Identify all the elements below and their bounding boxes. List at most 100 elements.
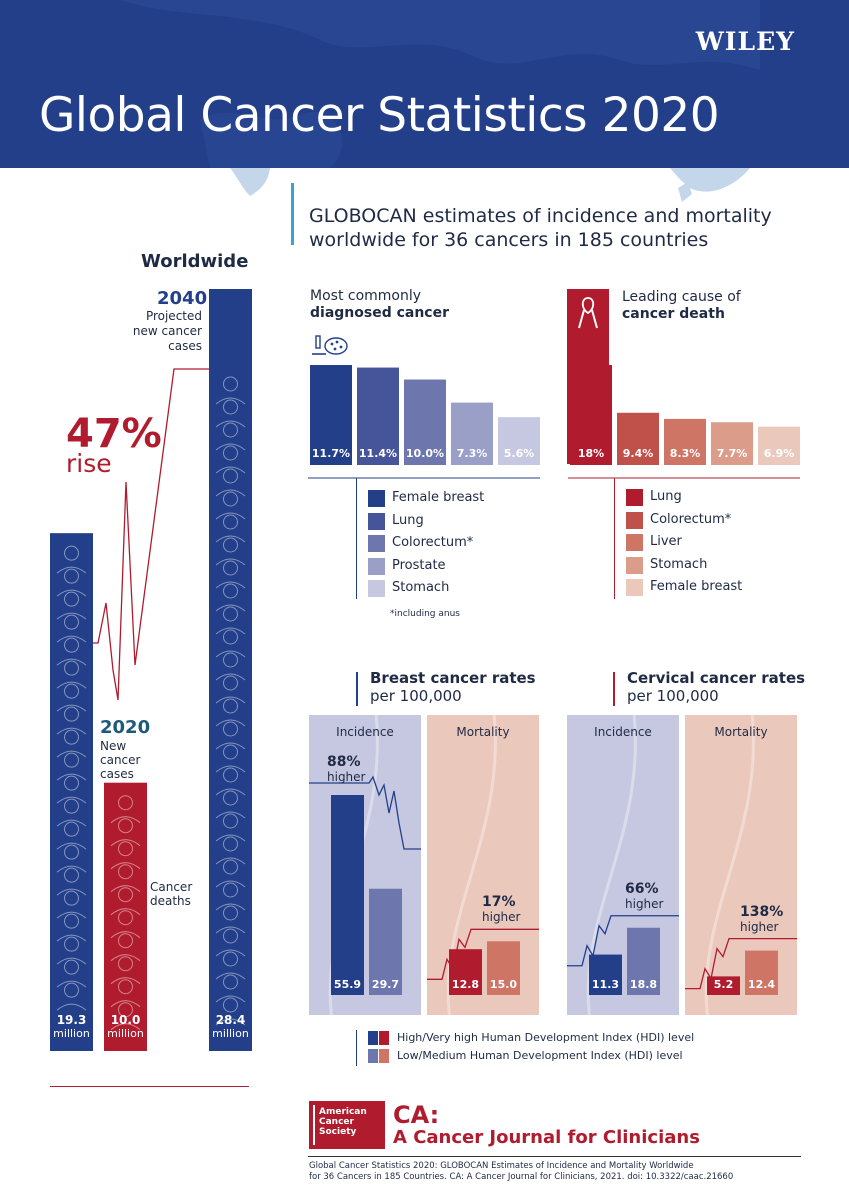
legend-item: Stomach <box>650 556 708 572</box>
person-icons <box>56 545 87 1011</box>
rate-panel-chart: 12.8 15.0 <box>427 715 539 1015</box>
header-banner: WILEY Global Cancer Statistics 2020 <box>0 0 849 168</box>
bar-value-label: 5.6% <box>504 447 535 460</box>
rate-bar-0 <box>589 954 622 995</box>
rate-value-label: 12.4 <box>748 978 775 991</box>
ribbon-icon <box>578 297 598 329</box>
journal-ca: CA: <box>393 1101 440 1129</box>
trend-line <box>567 915 679 967</box>
bar-stomach <box>498 417 540 465</box>
year-2040-label: 2040 <box>157 288 208 309</box>
bar-lung <box>357 367 399 465</box>
death-bar-chart: 18% 9.4% 8.3% 7.7% 6.9% <box>568 365 800 479</box>
legend-item: Prostate <box>392 557 446 573</box>
rate-bar-1 <box>369 888 402 995</box>
bar-value-2040-cases: 28.4 million <box>212 1013 249 1041</box>
diagnosed-title-line2: diagnosed cancer <box>310 305 450 321</box>
bar-colorectum <box>617 412 659 465</box>
trend-line <box>427 928 539 980</box>
bar-femalebreast <box>310 365 352 465</box>
hdi-high-label: High/Very high Human Development Index (… <box>397 1031 695 1044</box>
citation-line2: for 36 Cancers in 185 Countries. CA: A C… <box>309 1172 734 1182</box>
worldwide-heading: Worldwide <box>141 251 249 272</box>
legend-item: Colorectum* <box>650 511 732 527</box>
legend-swatch <box>368 557 385 575</box>
breast-title-line1: Breast cancer rates <box>370 669 536 687</box>
worldwide-bar-0 <box>50 533 93 1051</box>
bar-value-label: 18% <box>578 447 604 460</box>
diff-word: higher <box>482 910 521 925</box>
footer-divider <box>308 1156 801 1157</box>
rate-bar-1 <box>487 941 520 995</box>
rate-value-label: 18.8 <box>630 978 657 991</box>
rate-bar-1 <box>627 927 660 995</box>
rate-value-label: 15.0 <box>490 978 517 991</box>
diff-percent: 66% higher <box>625 880 664 911</box>
legend-item: Female breast <box>392 490 485 505</box>
rate-value-label: 29.7 <box>372 978 399 991</box>
bar-colorectum <box>404 379 446 465</box>
bar-value-label: 6.9% <box>764 447 795 460</box>
projected-cases-label: Projected new cancer cases <box>132 309 202 353</box>
rate-bar-1 <box>745 950 778 995</box>
hdi-low-swatch-red <box>379 1049 389 1063</box>
bar-prostate <box>451 402 493 465</box>
legend-swatch <box>626 579 643 596</box>
hdi-low-swatch-blue <box>368 1049 378 1063</box>
rate-bar-0 <box>707 976 740 995</box>
legend-swatch <box>626 511 643 529</box>
panel-label: Mortality <box>456 725 510 739</box>
rate-value-label: 55.9 <box>334 978 361 991</box>
diff-percent: 138% higher <box>740 903 784 934</box>
rate-bar-0 <box>331 795 364 995</box>
bar-value-2020-cases: 19.3 million <box>53 1013 90 1041</box>
breast-title-line2: per 100,000 <box>370 687 462 705</box>
legend-swatch <box>368 535 385 552</box>
panel-label: Mortality <box>714 725 768 739</box>
worldwide-bars <box>50 289 252 1051</box>
legend-swatch <box>368 580 385 597</box>
page-title: Global Cancer Statistics 2020 <box>39 88 720 143</box>
person-icons <box>110 795 141 1031</box>
citation-line1: Global Cancer Statistics 2020: GLOBOCAN … <box>309 1161 694 1171</box>
legend-item: Colorectum* <box>392 535 474 550</box>
legend-swatch <box>626 489 643 506</box>
bar-value-deaths: 10.0 million <box>107 1013 144 1041</box>
hdi-high-swatch-red <box>379 1031 389 1045</box>
rate-panel: 55.9 29.7 Incidence 88% higher <box>309 715 421 1015</box>
death-legend-line <box>614 478 615 599</box>
diagnosed-bar-chart: 11.7% 11.4% 10.0% 7.3% 5.6% <box>308 365 540 479</box>
diff-word: higher <box>740 919 779 934</box>
rate-panel-chart: 55.9 29.7 <box>309 715 421 1015</box>
breast-title-accent <box>356 672 358 706</box>
bar-stomach <box>711 422 753 465</box>
worldwide-bar-2 <box>209 289 252 1051</box>
rate-panel: 5.2 12.4 Mortality 138% higher <box>685 715 797 1015</box>
rate-panel: 11.3 18.8 Incidence 66% higher <box>567 715 679 1015</box>
bar-value-label: 7.7% <box>717 447 748 460</box>
bar-lung <box>570 365 612 465</box>
diff-percent: 88% higher <box>327 754 366 785</box>
subtitle-accent <box>291 183 294 245</box>
world-map-decoration <box>120 0 760 168</box>
legend-item: Lung <box>392 512 424 528</box>
year-2020-label: 2020 <box>100 717 151 738</box>
bar-femalebreast <box>758 426 800 465</box>
trend-line <box>685 937 797 990</box>
person-icons <box>215 376 246 1026</box>
heartbeat-line <box>50 368 212 701</box>
bar-value-label: 9.4% <box>623 447 654 460</box>
acs-logo-text: American Cancer Society <box>319 1107 367 1137</box>
legend-item: Stomach <box>392 580 450 595</box>
worldwide-divider <box>50 1086 249 1087</box>
bar-liver <box>664 418 706 465</box>
rate-value-label: 11.3 <box>592 978 619 991</box>
hdi-legend-line <box>356 1030 357 1066</box>
bar-value-label: 7.3% <box>457 447 488 460</box>
diagnosed-legend-line <box>356 478 357 599</box>
rate-panel-chart: 11.3 18.8 <box>567 715 679 1015</box>
legend-swatch <box>626 556 643 574</box>
legend-swatch <box>626 534 643 551</box>
rate-value-label: 12.8 <box>452 978 479 991</box>
death-title-line1: Leading cause of <box>622 289 741 305</box>
